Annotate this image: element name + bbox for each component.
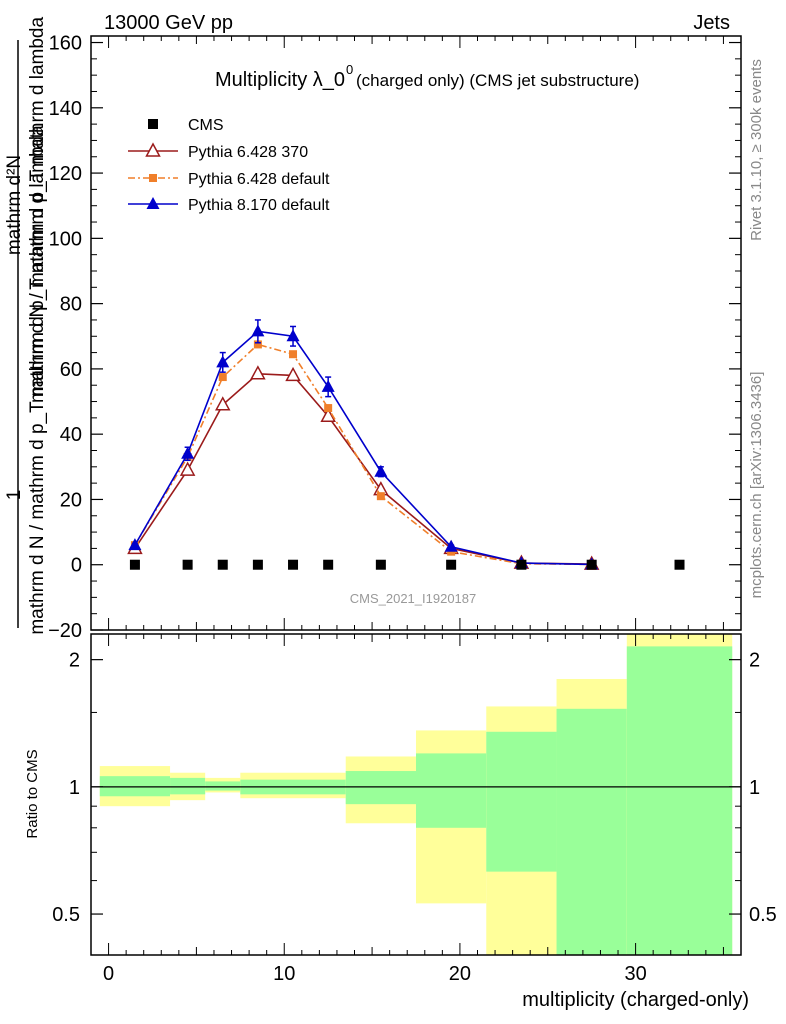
y-axis-label-denominator: mathrm d N / mathrm d p_T mathrm d p_T m…: [27, 125, 48, 635]
series-line: [134, 343, 592, 566]
main-axes: −20 0 20 40 60 80 100 120 140 160: [48, 33, 741, 642]
series-3: [128, 319, 599, 570]
legend: CMS Pythia 6.428 370 Pythia 6.428 default P…: [128, 117, 330, 214]
data-point: [250, 365, 266, 380]
y-tick-label: −20: [48, 620, 82, 642]
legend-marker: [146, 197, 160, 209]
ratio-y-axis-label: Ratio to CMS: [24, 749, 41, 838]
y-tick-label: 60: [60, 359, 82, 381]
ratio-plot-frame: [90, 633, 742, 956]
data-point: [289, 350, 298, 359]
data-point: [182, 559, 193, 570]
ratio-bands: [99, 634, 733, 955]
x-tick-label: 30: [624, 963, 646, 985]
ratio-band-green: [205, 781, 241, 791]
data-point: [285, 366, 301, 382]
ratio-band-green: [486, 731, 557, 872]
y-tick-label: 120: [49, 163, 82, 185]
x-tick-label: 20: [449, 963, 471, 985]
data-point: [181, 446, 195, 459]
ratio-band-green: [626, 646, 733, 955]
data-point: [214, 396, 231, 411]
legend-label: CMS: [188, 117, 224, 134]
y-tick-label: 20: [60, 489, 82, 511]
data-point: [376, 492, 385, 501]
data-point: [286, 329, 300, 342]
ratio-y-tick-label: 2: [749, 650, 760, 672]
y-tick-label: 100: [49, 228, 82, 250]
chart-title-superscript: 0: [346, 62, 353, 77]
y-tick-label: 160: [49, 33, 82, 55]
series-0: [129, 559, 685, 570]
data-point: [516, 559, 527, 570]
series-line: [134, 330, 592, 566]
y-axis-label-top: mathrm d²N: [4, 155, 25, 255]
ratio-band-green: [170, 777, 206, 795]
data-point: [218, 373, 227, 382]
category-label: Jets: [693, 12, 730, 34]
data-point: [446, 559, 457, 570]
chart-title: Multiplicity λ_0: [215, 69, 345, 91]
legend-marker: [149, 174, 157, 182]
site-label: mcplots.cern.ch [arXiv:1306.3436]: [748, 372, 765, 599]
data-point: [216, 355, 230, 368]
y-axis-label-one: 1: [4, 490, 25, 501]
data-point: [253, 340, 262, 349]
data-point: [128, 538, 142, 551]
data-point: [252, 559, 263, 570]
legend-marker: [148, 119, 158, 129]
x-axis-label: multiplicity (charged-only): [522, 989, 749, 1011]
data-point: [320, 407, 336, 422]
data-point: [324, 404, 333, 413]
ratio-y-tick-label: 0.5: [749, 904, 777, 926]
ratio-y-tick-label: 2: [69, 650, 80, 672]
y-tick-label: 80: [60, 294, 82, 316]
y-tick-label: 40: [60, 424, 82, 446]
ratio-y-tick-label: 1: [749, 777, 760, 799]
data-point: [217, 559, 228, 570]
x-tick-label: 10: [273, 963, 295, 985]
legend-marker: [145, 142, 161, 157]
ratio-band-green: [416, 753, 487, 828]
data-point: [374, 464, 388, 477]
analysis-watermark: CMS_2021_I1920187: [350, 591, 477, 606]
series-line: [134, 372, 592, 565]
y-tick-label: 0: [71, 555, 82, 577]
data-point: [321, 379, 335, 392]
ratio-band-green: [556, 708, 627, 955]
data-point: [179, 461, 196, 476]
legend-label: Pythia 6.428 default: [188, 171, 330, 188]
data-point: [129, 559, 140, 570]
chart-title-suffix: (charged only) (CMS jet substructure): [356, 71, 639, 90]
series-2: [130, 340, 596, 569]
data-point: [444, 539, 458, 552]
rivet-label: Rivet 3.1.10, ≥ 300k events: [748, 59, 765, 241]
ratio-y-tick-label: 0.5: [52, 904, 80, 926]
data-point: [375, 559, 386, 570]
legend-item: CMS: [148, 117, 224, 134]
legend-item: Pythia 6.428 370: [128, 142, 308, 161]
legend-label: Pythia 6.428 370: [188, 144, 308, 161]
data-point: [251, 324, 265, 337]
y-tick-label: 140: [49, 98, 82, 120]
data-point: [323, 559, 334, 570]
legend-label: Pythia 8.170 default: [188, 197, 330, 214]
main-plot-frame: [90, 35, 742, 631]
ratio-y-tick-label: 1: [69, 777, 80, 799]
energy-label: 13000 GeV pp: [104, 12, 233, 34]
legend-item: Pythia 8.170 default: [128, 197, 330, 214]
data-point: [674, 559, 685, 570]
data-point: [288, 559, 299, 570]
ratio-axes: 0.5 0.51 12 20 10 20 30: [52, 634, 777, 985]
data-point: [586, 559, 597, 570]
x-tick-label: 0: [103, 963, 114, 985]
y-axis-label-numerator: mathrm d N / mathrm d p_T mathrm d lambd…: [27, 17, 48, 404]
series-layer: [127, 319, 685, 570]
ratio-band-green: [345, 771, 416, 805]
legend-item: Pythia 6.428 default: [128, 171, 330, 188]
